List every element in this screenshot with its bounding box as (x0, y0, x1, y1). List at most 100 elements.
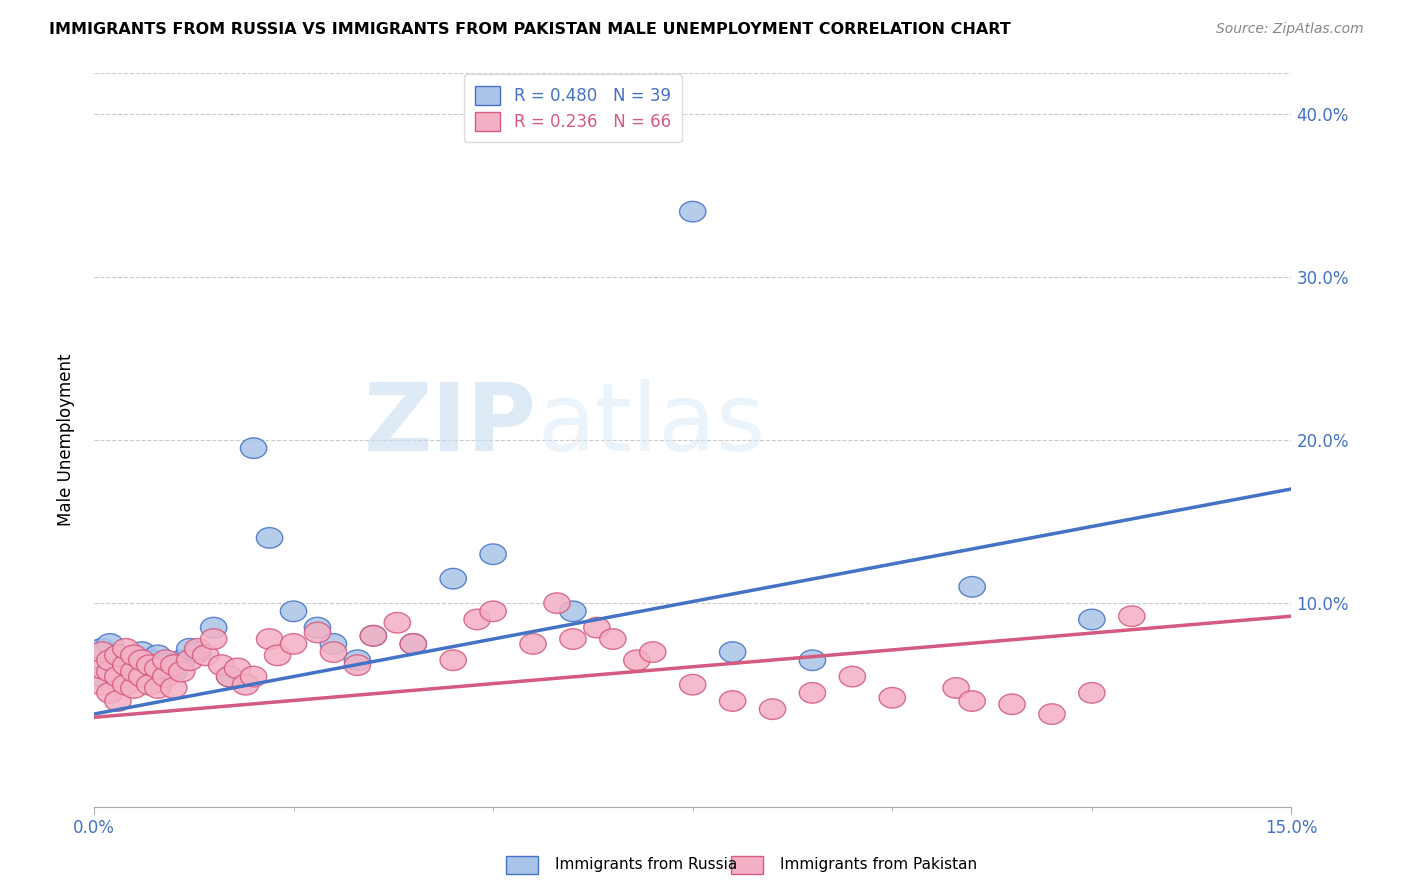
Ellipse shape (943, 678, 969, 698)
Y-axis label: Male Unemployment: Male Unemployment (58, 354, 75, 526)
Ellipse shape (104, 645, 131, 665)
Ellipse shape (799, 682, 825, 703)
Ellipse shape (1039, 704, 1066, 724)
Ellipse shape (104, 661, 131, 682)
Ellipse shape (184, 639, 211, 659)
Ellipse shape (160, 678, 187, 698)
Ellipse shape (998, 694, 1025, 714)
Ellipse shape (959, 690, 986, 711)
Ellipse shape (1078, 609, 1105, 630)
Ellipse shape (720, 690, 745, 711)
Ellipse shape (264, 645, 291, 665)
Ellipse shape (560, 601, 586, 622)
Ellipse shape (240, 666, 267, 687)
Ellipse shape (89, 642, 115, 663)
Text: atlas: atlas (537, 379, 765, 471)
Ellipse shape (89, 639, 115, 659)
Ellipse shape (145, 658, 172, 679)
Ellipse shape (679, 202, 706, 222)
Ellipse shape (177, 639, 202, 659)
Ellipse shape (112, 674, 139, 695)
Ellipse shape (280, 601, 307, 622)
Ellipse shape (959, 576, 986, 597)
Ellipse shape (544, 593, 571, 614)
Ellipse shape (479, 544, 506, 565)
Ellipse shape (193, 645, 219, 665)
Ellipse shape (104, 666, 131, 687)
Ellipse shape (360, 625, 387, 646)
Ellipse shape (129, 666, 155, 687)
Ellipse shape (97, 682, 124, 703)
Ellipse shape (136, 674, 163, 695)
Ellipse shape (799, 650, 825, 671)
Ellipse shape (104, 690, 131, 711)
Ellipse shape (624, 650, 650, 671)
Ellipse shape (280, 633, 307, 654)
Ellipse shape (384, 613, 411, 633)
Ellipse shape (97, 661, 124, 682)
Ellipse shape (679, 674, 706, 695)
Text: ZIP: ZIP (364, 379, 537, 471)
Ellipse shape (121, 645, 148, 665)
Ellipse shape (169, 650, 195, 671)
Ellipse shape (520, 633, 546, 654)
Ellipse shape (759, 699, 786, 720)
Ellipse shape (225, 658, 250, 679)
Ellipse shape (97, 650, 124, 671)
Ellipse shape (1119, 606, 1144, 626)
Ellipse shape (112, 639, 139, 659)
Ellipse shape (129, 661, 155, 682)
Ellipse shape (344, 655, 371, 675)
Ellipse shape (153, 650, 179, 671)
Ellipse shape (360, 625, 387, 646)
Ellipse shape (104, 645, 131, 665)
Ellipse shape (256, 527, 283, 549)
Ellipse shape (464, 609, 491, 630)
Ellipse shape (153, 653, 179, 673)
Ellipse shape (839, 666, 866, 687)
Ellipse shape (136, 666, 163, 687)
Ellipse shape (112, 655, 139, 675)
Ellipse shape (344, 650, 371, 671)
Ellipse shape (640, 642, 666, 663)
Ellipse shape (240, 438, 267, 458)
Ellipse shape (479, 601, 506, 622)
Ellipse shape (208, 655, 235, 675)
Ellipse shape (177, 650, 202, 671)
Ellipse shape (720, 642, 745, 663)
Ellipse shape (879, 688, 905, 708)
Ellipse shape (89, 658, 115, 679)
Text: IMMIGRANTS FROM RUSSIA VS IMMIGRANTS FROM PAKISTAN MALE UNEMPLOYMENT CORRELATION: IMMIGRANTS FROM RUSSIA VS IMMIGRANTS FRO… (49, 22, 1011, 37)
Ellipse shape (145, 645, 172, 665)
Ellipse shape (440, 650, 467, 671)
Ellipse shape (217, 666, 243, 687)
Ellipse shape (160, 655, 187, 675)
Ellipse shape (121, 661, 148, 682)
Ellipse shape (112, 655, 139, 675)
Ellipse shape (112, 666, 139, 687)
Ellipse shape (136, 655, 163, 675)
Text: Source: ZipAtlas.com: Source: ZipAtlas.com (1216, 22, 1364, 37)
Ellipse shape (201, 629, 226, 649)
Ellipse shape (121, 678, 148, 698)
Ellipse shape (129, 650, 155, 671)
Ellipse shape (160, 661, 187, 682)
Ellipse shape (121, 658, 148, 679)
Legend: R = 0.480   N = 39, R = 0.236   N = 66: R = 0.480 N = 39, R = 0.236 N = 66 (464, 74, 682, 143)
Ellipse shape (169, 661, 195, 682)
Ellipse shape (184, 642, 211, 663)
Ellipse shape (121, 650, 148, 671)
Ellipse shape (97, 658, 124, 679)
Ellipse shape (321, 633, 347, 654)
Ellipse shape (145, 658, 172, 679)
Ellipse shape (97, 633, 124, 654)
Text: Immigrants from Pakistan: Immigrants from Pakistan (780, 857, 977, 872)
Text: Immigrants from Russia: Immigrants from Russia (555, 857, 738, 872)
Ellipse shape (401, 633, 426, 654)
Ellipse shape (440, 568, 467, 589)
Ellipse shape (256, 629, 283, 649)
Ellipse shape (136, 650, 163, 671)
Ellipse shape (304, 623, 330, 643)
Ellipse shape (145, 678, 172, 698)
Ellipse shape (232, 674, 259, 695)
